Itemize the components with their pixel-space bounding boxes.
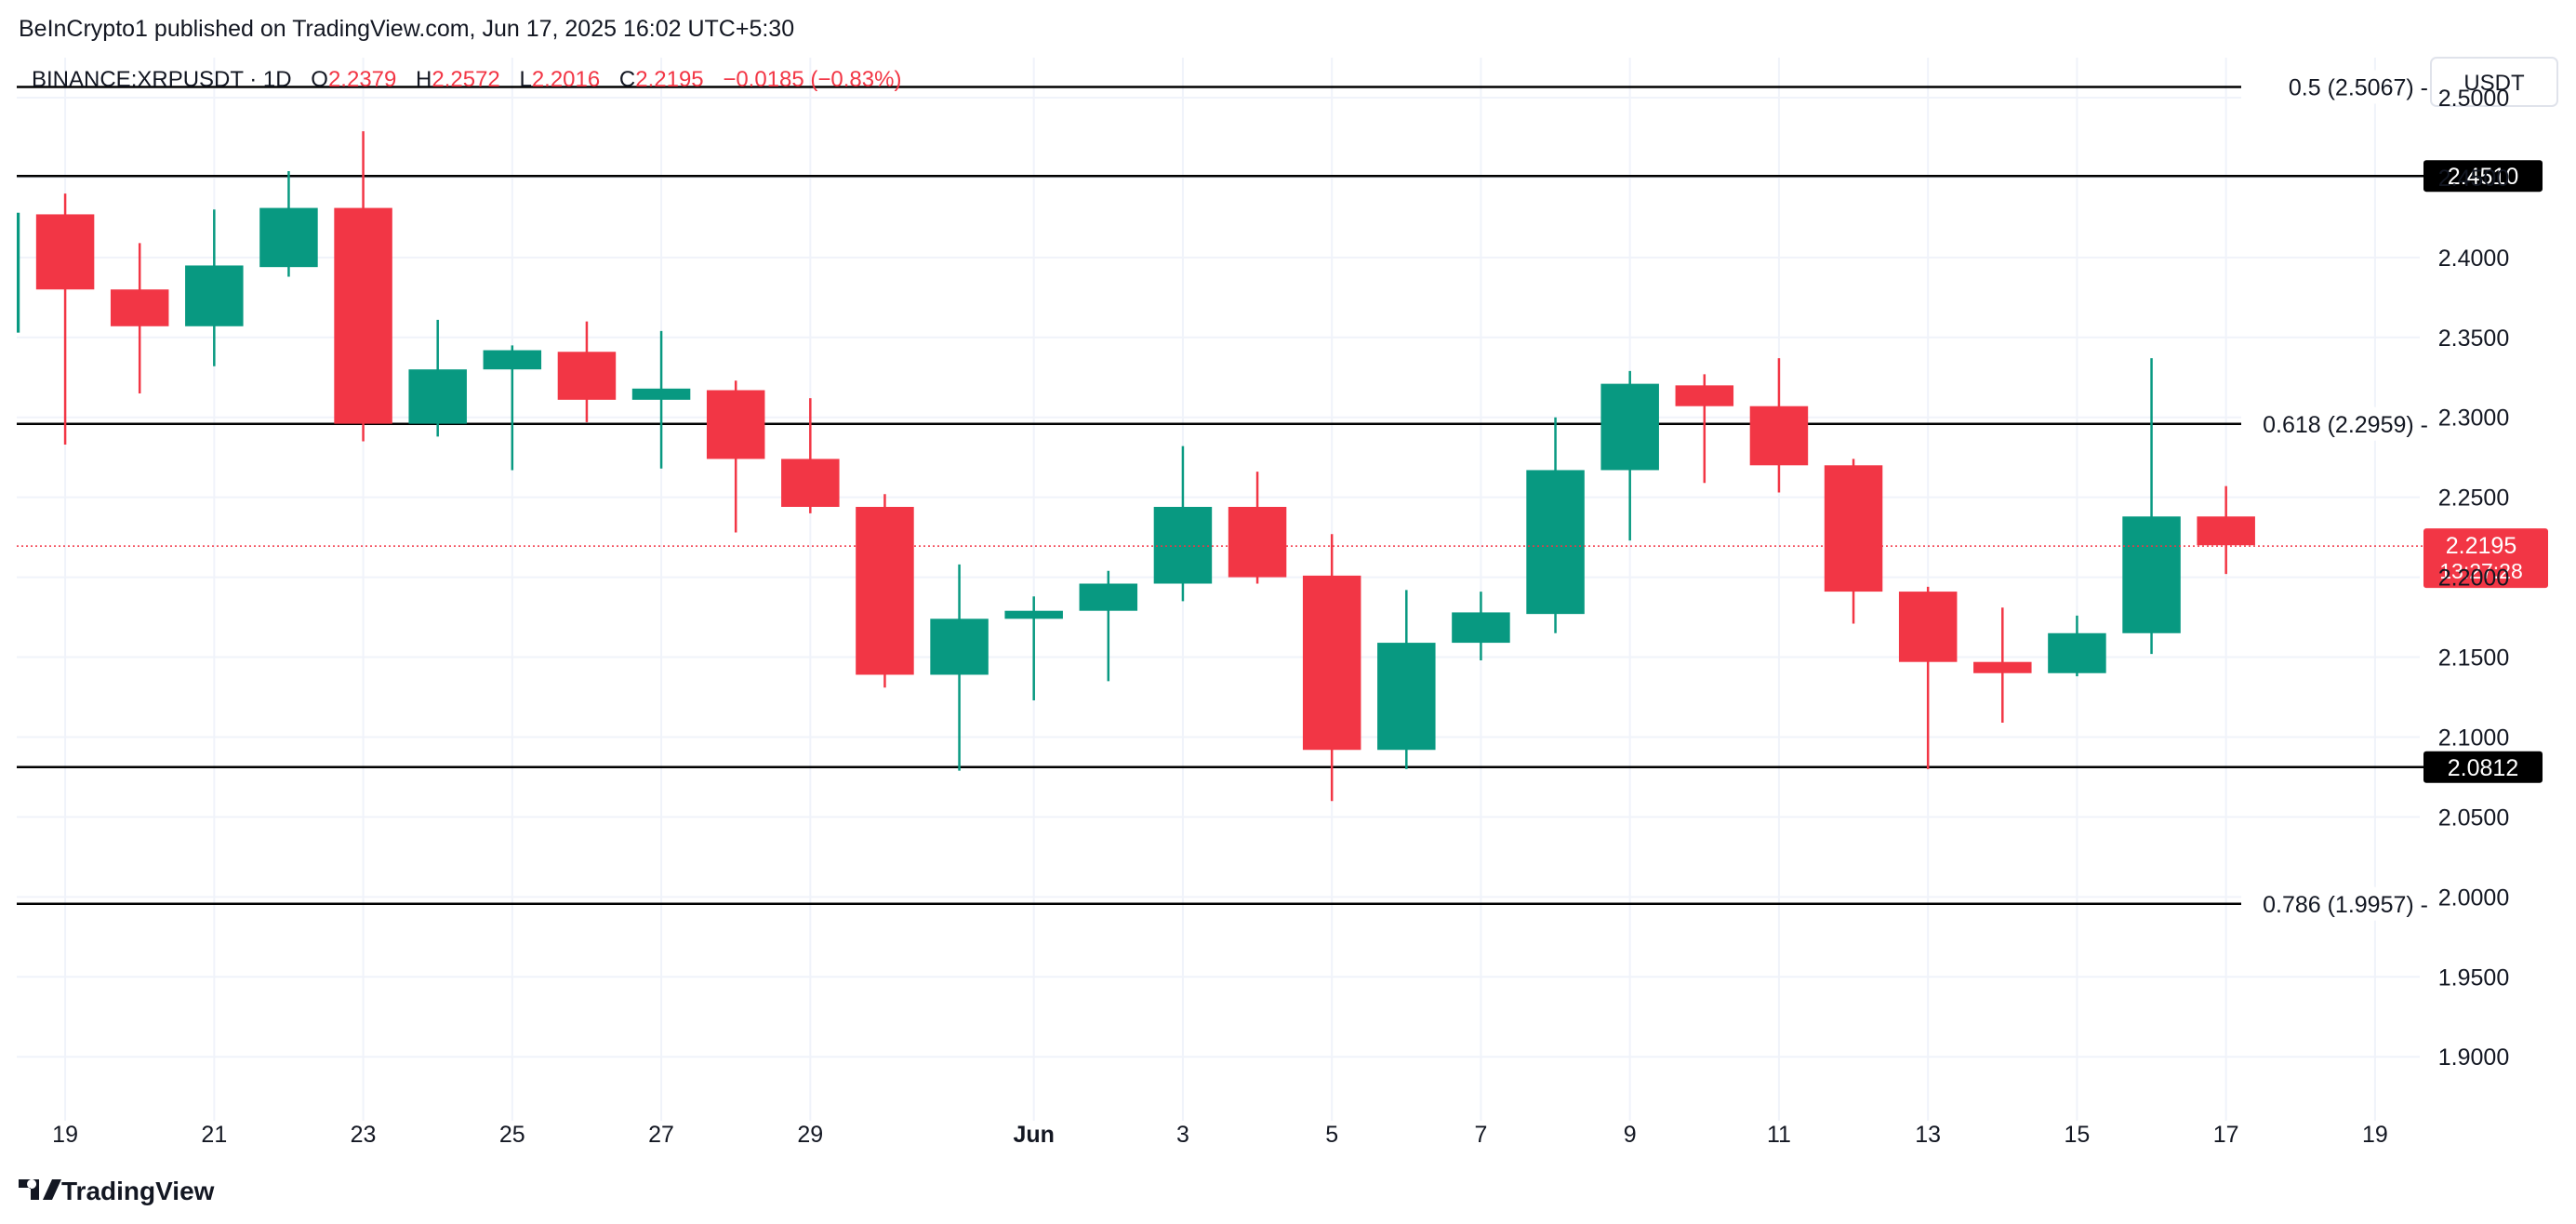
x-tick-label: 19: [2362, 1122, 2388, 1148]
candles: [17, 131, 2255, 802]
y-tick-label: 2.4500: [2438, 166, 2509, 192]
fib-level-label-bg: [2241, 70, 2423, 104]
y-tick-label: 2.0000: [2438, 885, 2509, 911]
y-tick-label: 2.0500: [2438, 805, 2509, 831]
x-tick-label: 29: [797, 1122, 823, 1148]
candle-body: [557, 352, 617, 400]
x-tick-label: 27: [648, 1122, 674, 1148]
y-tick-label: 2.2000: [2438, 565, 2509, 592]
candle-body: [2122, 516, 2181, 633]
candle-body: [1749, 406, 1809, 466]
candle-body: [1153, 506, 1213, 584]
level-badge: [2423, 751, 2543, 783]
countdown-label: 13:27:28: [2439, 559, 2523, 583]
candle-body: [781, 459, 840, 507]
candle-body: [1452, 612, 1510, 644]
fib-level-label-bg: [2241, 886, 2423, 921]
y-tick-label: 2.2500: [2438, 486, 2509, 512]
candle-body: [334, 207, 392, 424]
candle-body: [1898, 592, 1958, 662]
candle-body: [930, 619, 989, 675]
horizontal-levels: 0.5 (2.5067) - 2.4510 0.618 (2.2959) - 2.08…: [17, 70, 2543, 921]
open-label: O: [311, 67, 328, 92]
level-badge-label: 2.0812: [2448, 755, 2518, 781]
candle-body: [408, 369, 467, 424]
tradingview-logo[interactable]: TradingView: [19, 1177, 215, 1205]
candle-body: [259, 207, 318, 268]
candle-body: [1824, 465, 1883, 592]
x-tick-label: 7: [1474, 1122, 1487, 1148]
candle-body: [1526, 470, 1585, 615]
currency-button[interactable]: USDT: [2430, 57, 2558, 107]
candle-body: [2197, 516, 2255, 546]
low-label: L: [519, 67, 531, 92]
y-tick-label: 2.1500: [2438, 645, 2509, 672]
x-tick-label: 9: [1624, 1122, 1637, 1148]
last-price-label: 2.2195: [2446, 533, 2516, 559]
published-caption: BeInCrypto1 published on TradingView.com…: [19, 16, 794, 42]
candle-body: [1302, 575, 1361, 751]
x-tick-label: Jun: [1013, 1122, 1054, 1148]
fib-level-label: 0.5 (2.5067) -: [2289, 74, 2428, 100]
high-label: H: [416, 67, 432, 92]
currency-label: USDT: [2463, 71, 2525, 96]
fib-level-label: 0.618 (2.2959) -: [2263, 412, 2428, 438]
fib-level-label-bg: [2241, 406, 2423, 441]
tradingview-logo-icon: [19, 1179, 61, 1200]
x-tick-label: 21: [201, 1122, 227, 1148]
candle-body: [110, 289, 169, 326]
candle-body: [706, 390, 765, 459]
candle-body: [17, 212, 20, 333]
x-tick-label: 17: [2213, 1122, 2239, 1148]
x-tick-label: 15: [2065, 1122, 2091, 1148]
candle-body: [631, 388, 691, 400]
x-tick-label: 5: [1325, 1122, 1338, 1148]
svg-text:BINANCE:XRPUSDT · 1D O2.: BINANCE:XRPUSDT · 1D O2.2379 H2.2572 L2.…: [32, 67, 901, 92]
grid: [17, 58, 2420, 1121]
candle-body: [1675, 385, 1734, 406]
candle-body: [2048, 632, 2106, 673]
x-tick-label: 11: [1767, 1122, 1791, 1148]
level-badge-label: 2.4510: [2448, 164, 2518, 190]
low-value: 2.2016: [532, 67, 600, 92]
candle-body: [1004, 610, 1063, 619]
brand-name: TradingView: [61, 1177, 215, 1205]
y-tick-label: 2.3500: [2438, 326, 2509, 352]
y-tick-label: 2.4000: [2438, 246, 2509, 272]
high-value: 2.2572: [432, 67, 499, 92]
x-tick-label: 25: [499, 1122, 525, 1148]
price-axis[interactable]: 2.5000 2.4500 2.4000 2.3500 2.3000 2.2500 2.20…: [2438, 86, 2509, 1071]
change-value: −0.0185 (−0.83%): [723, 67, 901, 92]
fib-level-label: 0.786 (1.9957) -: [2263, 892, 2428, 918]
candle-body: [1973, 661, 2032, 673]
time-axis[interactable]: 19 21 23 25 27 29 Jun 3 5 7 9 11 13 15 17 19: [52, 1122, 2388, 1148]
x-tick-label: 23: [351, 1122, 377, 1148]
x-tick-label: 19: [52, 1122, 78, 1148]
y-tick-label: 1.9500: [2438, 965, 2509, 991]
y-tick-label: 2.5000: [2438, 86, 2509, 112]
symbol-legend[interactable]: BINANCE:XRPUSDT · 1D O2.2379 H2.2572 L2.…: [32, 67, 901, 92]
x-tick-label: 3: [1176, 1122, 1189, 1148]
y-tick-label: 1.9000: [2438, 1044, 2509, 1071]
candle-body: [856, 506, 914, 675]
last-price-badge: [2423, 528, 2548, 589]
candle-body: [35, 214, 95, 290]
close-value: 2.2195: [635, 67, 703, 92]
candle-body: [185, 265, 244, 326]
open-value: 2.2379: [328, 67, 396, 92]
candle-body: [1079, 583, 1138, 611]
candle-body: [1377, 643, 1436, 751]
y-tick-label: 2.3000: [2438, 406, 2509, 432]
candle-body: [1600, 383, 1659, 471]
candle-body: [483, 350, 542, 370]
y-tick-label: 2.1000: [2438, 725, 2509, 751]
level-badge: [2423, 160, 2543, 193]
x-tick-label: 13: [1915, 1122, 1941, 1148]
candle-body: [1228, 506, 1287, 578]
close-label: C: [619, 67, 635, 92]
symbol-name: BINANCE:XRPUSDT · 1D: [32, 67, 292, 92]
